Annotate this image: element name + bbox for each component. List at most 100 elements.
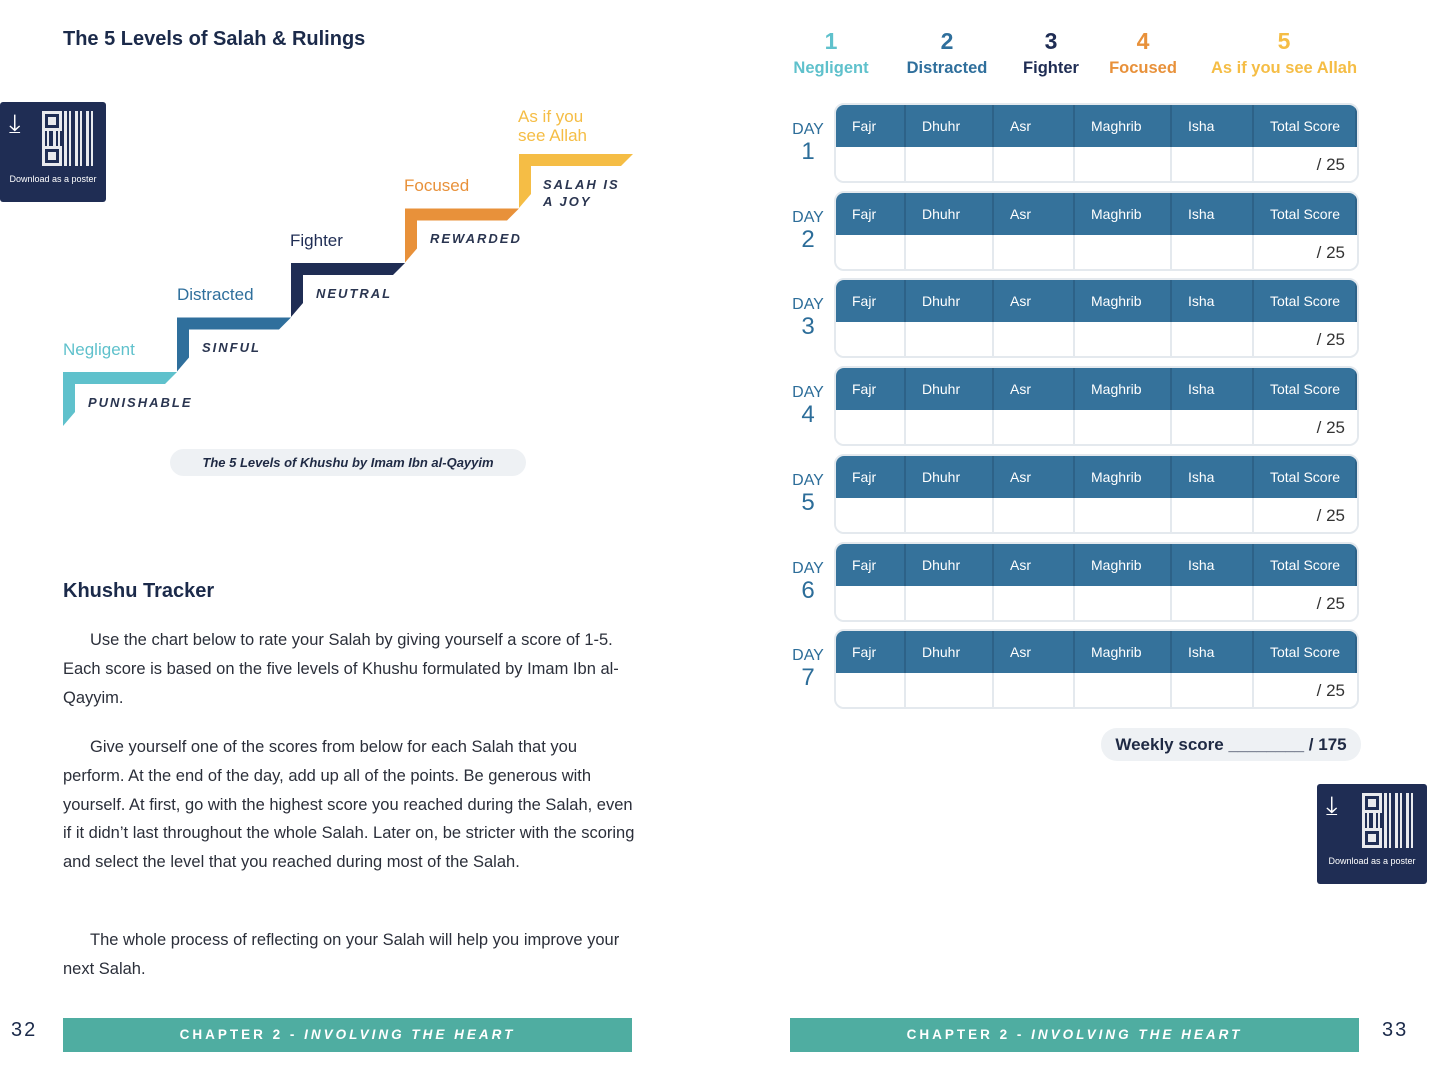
column-header: Total Score — [1254, 280, 1357, 323]
level-label: Focused — [404, 176, 470, 195]
column-header: Isha — [1172, 368, 1254, 411]
download-poster-button-left[interactable]: ⤓ Download as a poster — [0, 102, 106, 202]
legend-item: 3 Fighter — [1023, 28, 1079, 77]
score-cell[interactable] — [836, 410, 906, 445]
column-header: Asr — [994, 455, 1075, 498]
total-score-cell[interactable]: / 25 — [1254, 673, 1357, 708]
score-cell[interactable] — [1075, 322, 1172, 357]
column-header: Asr — [994, 368, 1075, 411]
paragraph: The whole process of reflecting on your … — [63, 931, 620, 978]
score-cell[interactable] — [906, 234, 994, 269]
stair-step — [405, 208, 519, 263]
column-header: Isha — [1172, 455, 1254, 498]
column-header: Isha — [1172, 280, 1254, 323]
stair-step — [291, 263, 405, 317]
score-cell[interactable] — [1075, 234, 1172, 269]
stair-step — [177, 317, 291, 372]
score-cell[interactable] — [994, 497, 1075, 532]
score-cell[interactable] — [1172, 410, 1254, 445]
column-header: Asr — [994, 543, 1075, 586]
ruling-label: PUNISHABLE — [88, 395, 193, 410]
score-cell[interactable] — [906, 497, 994, 532]
qr-code-icon — [1362, 793, 1417, 848]
day-score-table: Fajr Dhuhr Asr Maghrib Isha Total Score/ 25 — [834, 278, 1359, 359]
total-score-cell[interactable]: / 25 — [1254, 234, 1357, 269]
score-cell[interactable] — [1172, 497, 1254, 532]
score-cell[interactable] — [1172, 322, 1254, 357]
total-score-cell[interactable]: / 25 — [1254, 585, 1357, 620]
column-header: Total Score — [1254, 105, 1357, 147]
column-header: Dhuhr — [906, 105, 994, 147]
day-score-table: Fajr Dhuhr Asr Maghrib Isha Total Score/ 25 — [834, 366, 1359, 447]
day-label: DAY 7 — [792, 647, 824, 692]
score-cell[interactable] — [994, 673, 1075, 708]
score-cell[interactable] — [836, 585, 906, 620]
column-header: Total Score — [1254, 543, 1357, 586]
column-header: Asr — [994, 280, 1075, 323]
total-score-cell[interactable]: / 25 — [1254, 147, 1357, 181]
download-poster-button-right[interactable]: ⤓ Download as a poster — [1317, 784, 1427, 884]
column-header: Dhuhr — [906, 631, 994, 674]
column-header: Dhuhr — [906, 543, 994, 586]
download-icon: ⤓ — [9, 108, 21, 138]
column-header: Isha — [1172, 631, 1254, 674]
column-header: Maghrib — [1075, 631, 1172, 674]
score-cell[interactable] — [994, 410, 1075, 445]
score-cell[interactable] — [1172, 673, 1254, 708]
total-score-cell[interactable]: / 25 — [1254, 497, 1357, 532]
column-header: Isha — [1172, 192, 1254, 235]
day-label: DAY 4 — [792, 384, 824, 429]
column-header: Total Score — [1254, 455, 1357, 498]
page-number: 32 — [11, 1019, 38, 1041]
score-cell[interactable] — [994, 322, 1075, 357]
ruling-label: SINFUL — [202, 340, 261, 355]
column-header: Total Score — [1254, 192, 1357, 235]
download-icon: ⤓ — [1326, 790, 1338, 820]
score-cell[interactable] — [836, 673, 906, 708]
legend-item: 4 Focused — [1109, 28, 1177, 77]
section-title: Khushu Tracker — [63, 580, 215, 602]
column-header: Asr — [994, 192, 1075, 235]
column-header: Maghrib — [1075, 455, 1172, 498]
score-cell[interactable] — [1172, 147, 1254, 181]
column-header: Dhuhr — [906, 280, 994, 323]
score-cell[interactable] — [1172, 234, 1254, 269]
total-score-cell[interactable]: / 25 — [1254, 410, 1357, 445]
level-label: Negligent — [63, 340, 135, 359]
column-header: Fajr — [836, 631, 906, 674]
score-cell[interactable] — [836, 147, 906, 181]
column-header: Maghrib — [1075, 105, 1172, 147]
diagram-caption: The 5 Levels of Khushu by Imam Ibn al-Qa… — [170, 449, 526, 476]
score-cell[interactable] — [906, 585, 994, 620]
stair-step — [63, 372, 177, 426]
qr-caption: Download as a poster — [1328, 856, 1416, 866]
legend-item: 1 Negligent — [793, 28, 869, 77]
column-header: Fajr — [836, 543, 906, 586]
day-label: DAY 5 — [792, 471, 824, 516]
chapter-footer: CHAPTER 2 - INVOLVING THE HEART — [790, 1018, 1359, 1052]
score-cell[interactable] — [906, 322, 994, 357]
score-cell[interactable] — [906, 673, 994, 708]
score-cell[interactable] — [906, 147, 994, 181]
score-cell[interactable] — [994, 585, 1075, 620]
column-header: Fajr — [836, 455, 906, 498]
score-cell[interactable] — [1075, 410, 1172, 445]
score-cell[interactable] — [1075, 585, 1172, 620]
score-cell[interactable] — [1075, 147, 1172, 181]
score-cell[interactable] — [906, 410, 994, 445]
score-cell[interactable] — [1172, 585, 1254, 620]
column-header: Fajr — [836, 192, 906, 235]
score-cell[interactable] — [836, 234, 906, 269]
score-cell[interactable] — [1075, 497, 1172, 532]
score-cell[interactable] — [1075, 673, 1172, 708]
score-cell[interactable] — [836, 497, 906, 532]
score-cell[interactable] — [994, 234, 1075, 269]
column-header: Asr — [994, 631, 1075, 674]
score-cell[interactable] — [836, 322, 906, 357]
total-score-cell[interactable]: / 25 — [1254, 322, 1357, 357]
day-score-table: Fajr Dhuhr Asr Maghrib Isha Total Score/ 25 — [834, 453, 1359, 534]
chapter-footer: CHAPTER 2 - INVOLVING THE HEART — [63, 1018, 632, 1052]
score-cell[interactable] — [994, 147, 1075, 181]
qr-code-icon — [42, 111, 97, 166]
stair-step — [519, 154, 633, 208]
